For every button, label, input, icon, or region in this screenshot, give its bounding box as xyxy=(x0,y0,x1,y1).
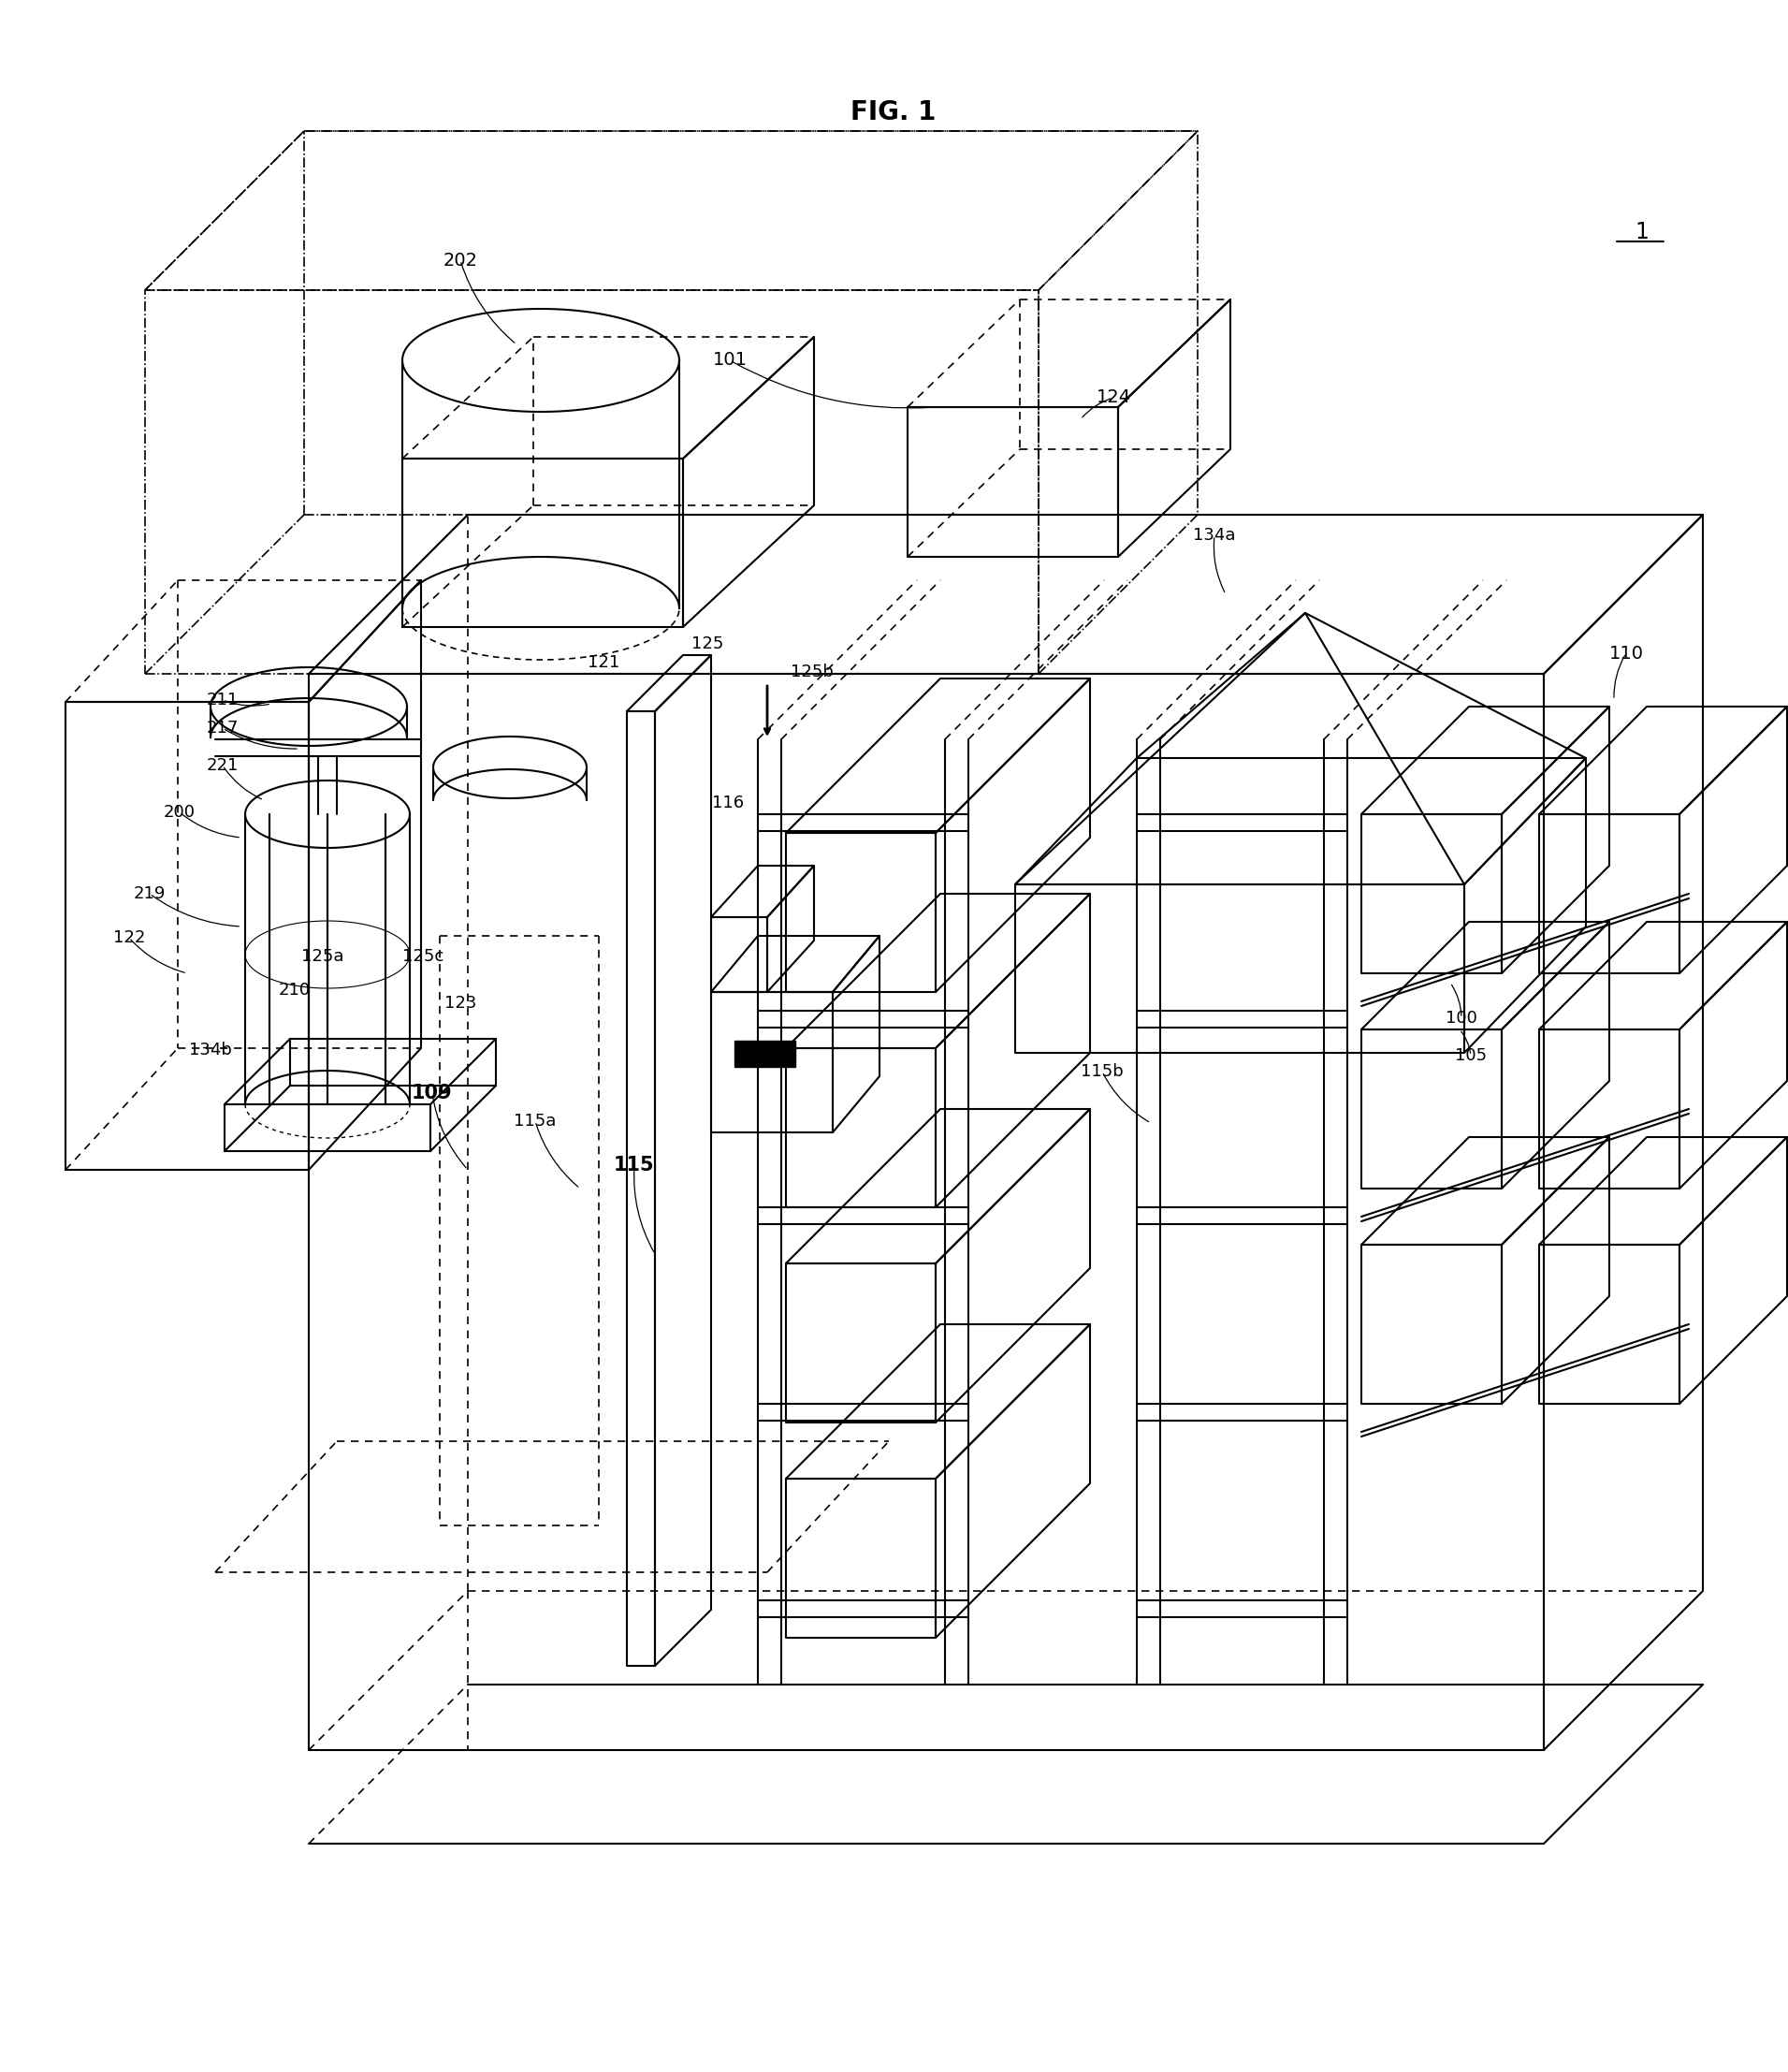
Text: 124: 124 xyxy=(1096,390,1130,406)
Text: 210: 210 xyxy=(279,982,311,999)
Text: 115b: 115b xyxy=(1080,1063,1123,1080)
Text: FIG. 1: FIG. 1 xyxy=(851,99,937,126)
Text: 109: 109 xyxy=(411,1084,452,1102)
Text: 125b: 125b xyxy=(790,663,833,680)
Text: 125c: 125c xyxy=(402,949,443,966)
Text: 200: 200 xyxy=(164,804,195,821)
Text: 116: 116 xyxy=(712,794,744,812)
Text: 211: 211 xyxy=(207,692,240,709)
Text: 122: 122 xyxy=(113,930,145,947)
Text: 202: 202 xyxy=(443,251,477,269)
Text: 101: 101 xyxy=(712,352,747,369)
Text: 100: 100 xyxy=(1446,1009,1477,1026)
Text: 125: 125 xyxy=(692,636,724,653)
Text: 110: 110 xyxy=(1609,644,1643,663)
Text: 134a: 134a xyxy=(1193,526,1236,543)
Text: 123: 123 xyxy=(443,995,476,1011)
Text: 217: 217 xyxy=(207,719,240,736)
Text: 115a: 115a xyxy=(513,1113,556,1129)
Text: 125a: 125a xyxy=(302,949,343,966)
Bar xyxy=(735,1040,796,1067)
Text: 115: 115 xyxy=(613,1156,654,1175)
Text: 105: 105 xyxy=(1455,1046,1488,1065)
Text: 134b: 134b xyxy=(190,1042,232,1059)
Text: 1: 1 xyxy=(1634,222,1649,242)
Text: 121: 121 xyxy=(588,655,619,671)
Text: 219: 219 xyxy=(134,885,166,901)
Text: 221: 221 xyxy=(207,756,240,775)
